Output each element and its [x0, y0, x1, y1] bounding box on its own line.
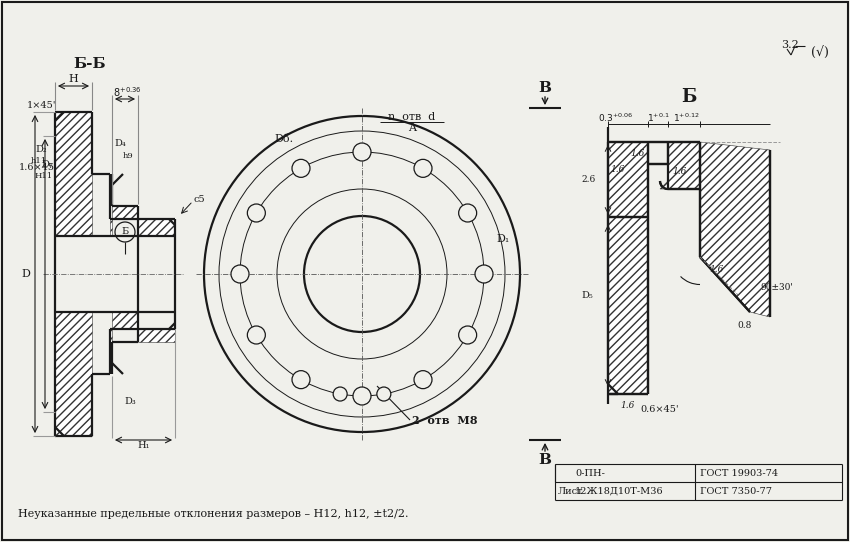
Text: $0.3^{+0.06}$: $0.3^{+0.06}$ — [598, 112, 634, 124]
Text: h9: h9 — [122, 152, 133, 160]
Text: 2  отв  M8: 2 отв M8 — [412, 415, 478, 425]
Text: D₁: D₁ — [496, 234, 509, 244]
Text: h11: h11 — [31, 157, 47, 165]
Circle shape — [247, 204, 265, 222]
Circle shape — [247, 326, 265, 344]
Text: ГОСТ 19903-74: ГОСТ 19903-74 — [700, 468, 778, 478]
Polygon shape — [110, 312, 175, 342]
Text: 1×45': 1×45' — [27, 101, 57, 111]
Text: H11: H11 — [35, 172, 53, 180]
Text: D₅: D₅ — [581, 292, 593, 300]
Circle shape — [414, 371, 432, 389]
Text: 2.6: 2.6 — [581, 176, 596, 184]
Text: Б: Б — [682, 88, 697, 106]
Text: H₁: H₁ — [137, 442, 150, 450]
Text: 0.6×45': 0.6×45' — [640, 405, 678, 415]
Text: A: A — [408, 123, 416, 133]
Text: B: B — [539, 81, 552, 95]
Text: c5: c5 — [193, 195, 205, 203]
Text: Лист: Лист — [558, 487, 583, 495]
Text: Б-Б: Б-Б — [74, 57, 106, 71]
Text: (√): (√) — [811, 46, 829, 59]
Text: Dᵧ: Dᵧ — [42, 159, 53, 169]
Text: B: B — [539, 453, 552, 467]
Text: D₄: D₄ — [114, 139, 126, 149]
Text: $1^{+0.12}$: $1^{+0.12}$ — [672, 112, 700, 124]
Circle shape — [292, 159, 310, 177]
Text: $1^{+0.1}$: $1^{+0.1}$ — [647, 112, 669, 124]
Text: 12Ж18Д10Т-М36: 12Ж18Д10Т-М36 — [575, 487, 664, 495]
Polygon shape — [110, 206, 175, 236]
Text: 1.6: 1.6 — [673, 167, 687, 177]
Text: 0.8: 0.8 — [738, 321, 752, 331]
Circle shape — [353, 387, 371, 405]
Circle shape — [459, 204, 477, 222]
Circle shape — [292, 371, 310, 389]
Text: n  отв  d: n отв d — [388, 112, 435, 122]
Text: Б: Б — [122, 228, 128, 236]
Circle shape — [414, 159, 432, 177]
Text: 1.6: 1.6 — [620, 402, 635, 410]
Text: 1.6: 1.6 — [631, 149, 645, 158]
Circle shape — [377, 387, 391, 401]
Text: ГОСТ 7350-77: ГОСТ 7350-77 — [700, 487, 772, 495]
Text: 0-ПН-: 0-ПН- — [575, 468, 605, 478]
Text: H: H — [69, 74, 78, 84]
Text: D₂: D₂ — [36, 145, 47, 153]
Text: 3.2: 3.2 — [781, 40, 799, 50]
Circle shape — [353, 143, 371, 161]
Text: 1.6: 1.6 — [611, 165, 626, 175]
Polygon shape — [55, 312, 92, 436]
Text: $8^{+0.36}$: $8^{+0.36}$ — [112, 85, 141, 99]
Text: 1.6: 1.6 — [710, 266, 724, 274]
Text: 90±30': 90±30' — [760, 282, 793, 292]
Circle shape — [333, 387, 347, 401]
Polygon shape — [608, 142, 770, 394]
Text: Неуказанные предельные отклонения размеров – H12, h12, ±t2/2.: Неуказанные предельные отклонения размер… — [18, 509, 409, 519]
Text: Dб.: Dб. — [275, 134, 294, 144]
Polygon shape — [55, 112, 92, 236]
Text: 1.6×45': 1.6×45' — [19, 163, 57, 171]
Circle shape — [459, 326, 477, 344]
Text: D₃: D₃ — [124, 397, 136, 406]
Text: D: D — [21, 269, 30, 279]
Circle shape — [231, 265, 249, 283]
Circle shape — [475, 265, 493, 283]
